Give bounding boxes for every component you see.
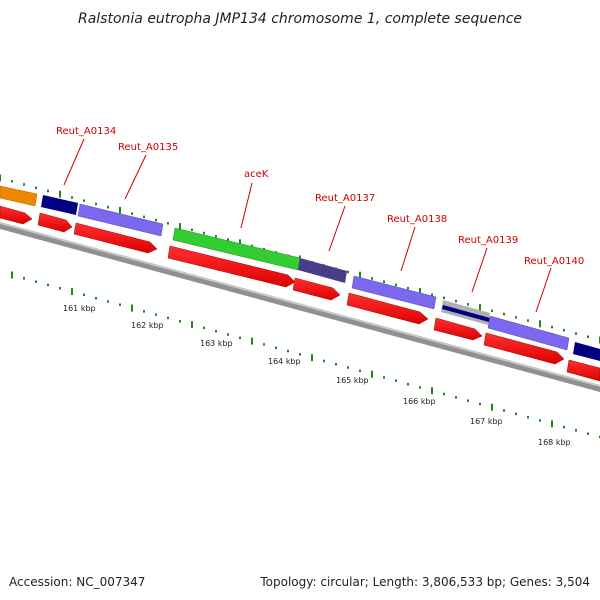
- gene-label-leaders: [63, 138, 552, 313]
- gene-label[interactable]: Reut_A0135: [118, 142, 178, 153]
- kbp-label: 162 kbp: [131, 321, 164, 330]
- cds-arrow[interactable]: [292, 277, 341, 301]
- sequence-backbone: [0, 222, 600, 392]
- sequence-summary: Topology: circular; Length: 3,806,533 bp…: [259, 575, 590, 589]
- gene-feature-reut-a0140[interactable]: [487, 315, 570, 351]
- gene-feature-reut-a0139-inner: [442, 305, 490, 322]
- cds-arrow[interactable]: [0, 205, 33, 225]
- gene-feature-reut-a0138[interactable]: [351, 275, 437, 310]
- gene-label[interactable]: aceK: [244, 169, 269, 180]
- kbp-label: 161 kbp: [63, 304, 96, 313]
- gene-label[interactable]: Reut_A0134: [56, 126, 116, 137]
- accession-text: Accession: NC_007347: [9, 575, 145, 589]
- kbp-label: 168 kbp: [538, 438, 571, 447]
- gene-label[interactable]: Reut_A0139: [458, 235, 518, 246]
- gene-feature-navy-2[interactable]: [573, 342, 600, 361]
- gene-label[interactable]: Reut_A0140: [524, 256, 584, 267]
- gene-track: [0, 185, 600, 361]
- gene-feature-reut-a0135[interactable]: [77, 203, 164, 237]
- gene-labels: Reut_A0134 Reut_A0135 aceK Reut_A0137 Re…: [56, 126, 584, 267]
- cds-arrow[interactable]: [483, 332, 565, 365]
- cds-arrow[interactable]: [433, 317, 483, 341]
- kbp-label: 164 kbp: [268, 357, 301, 366]
- kbp-label: 166 kbp: [403, 397, 436, 406]
- cds-arrow[interactable]: [346, 292, 429, 325]
- map-title: Ralstonia eutropha JMP134 chromosome 1, …: [78, 11, 522, 27]
- scale-ticks: [11, 271, 600, 439]
- gene-label[interactable]: Reut_A0138: [387, 214, 447, 225]
- gene-feature-navy-1[interactable]: [41, 195, 78, 215]
- gene-feature-orange[interactable]: [0, 185, 38, 207]
- kbp-label: 167 kbp: [470, 417, 503, 426]
- gene-label[interactable]: Reut_A0137: [315, 193, 375, 204]
- cds-arrow[interactable]: [37, 212, 73, 233]
- cds-arrow[interactable]: [566, 359, 600, 382]
- cds-arrow[interactable]: [73, 222, 158, 254]
- kbp-label: 163 kbp: [200, 339, 233, 348]
- cds-arrow[interactable]: [167, 245, 296, 288]
- gene-feature-reut-a0137[interactable]: [298, 258, 347, 283]
- cds-track: [0, 205, 600, 382]
- kbp-labels: 161 kbp 162 kbp 163 kbp 164 kbp 165 kbp …: [63, 304, 571, 447]
- kbp-label: 165 kbp: [336, 376, 369, 385]
